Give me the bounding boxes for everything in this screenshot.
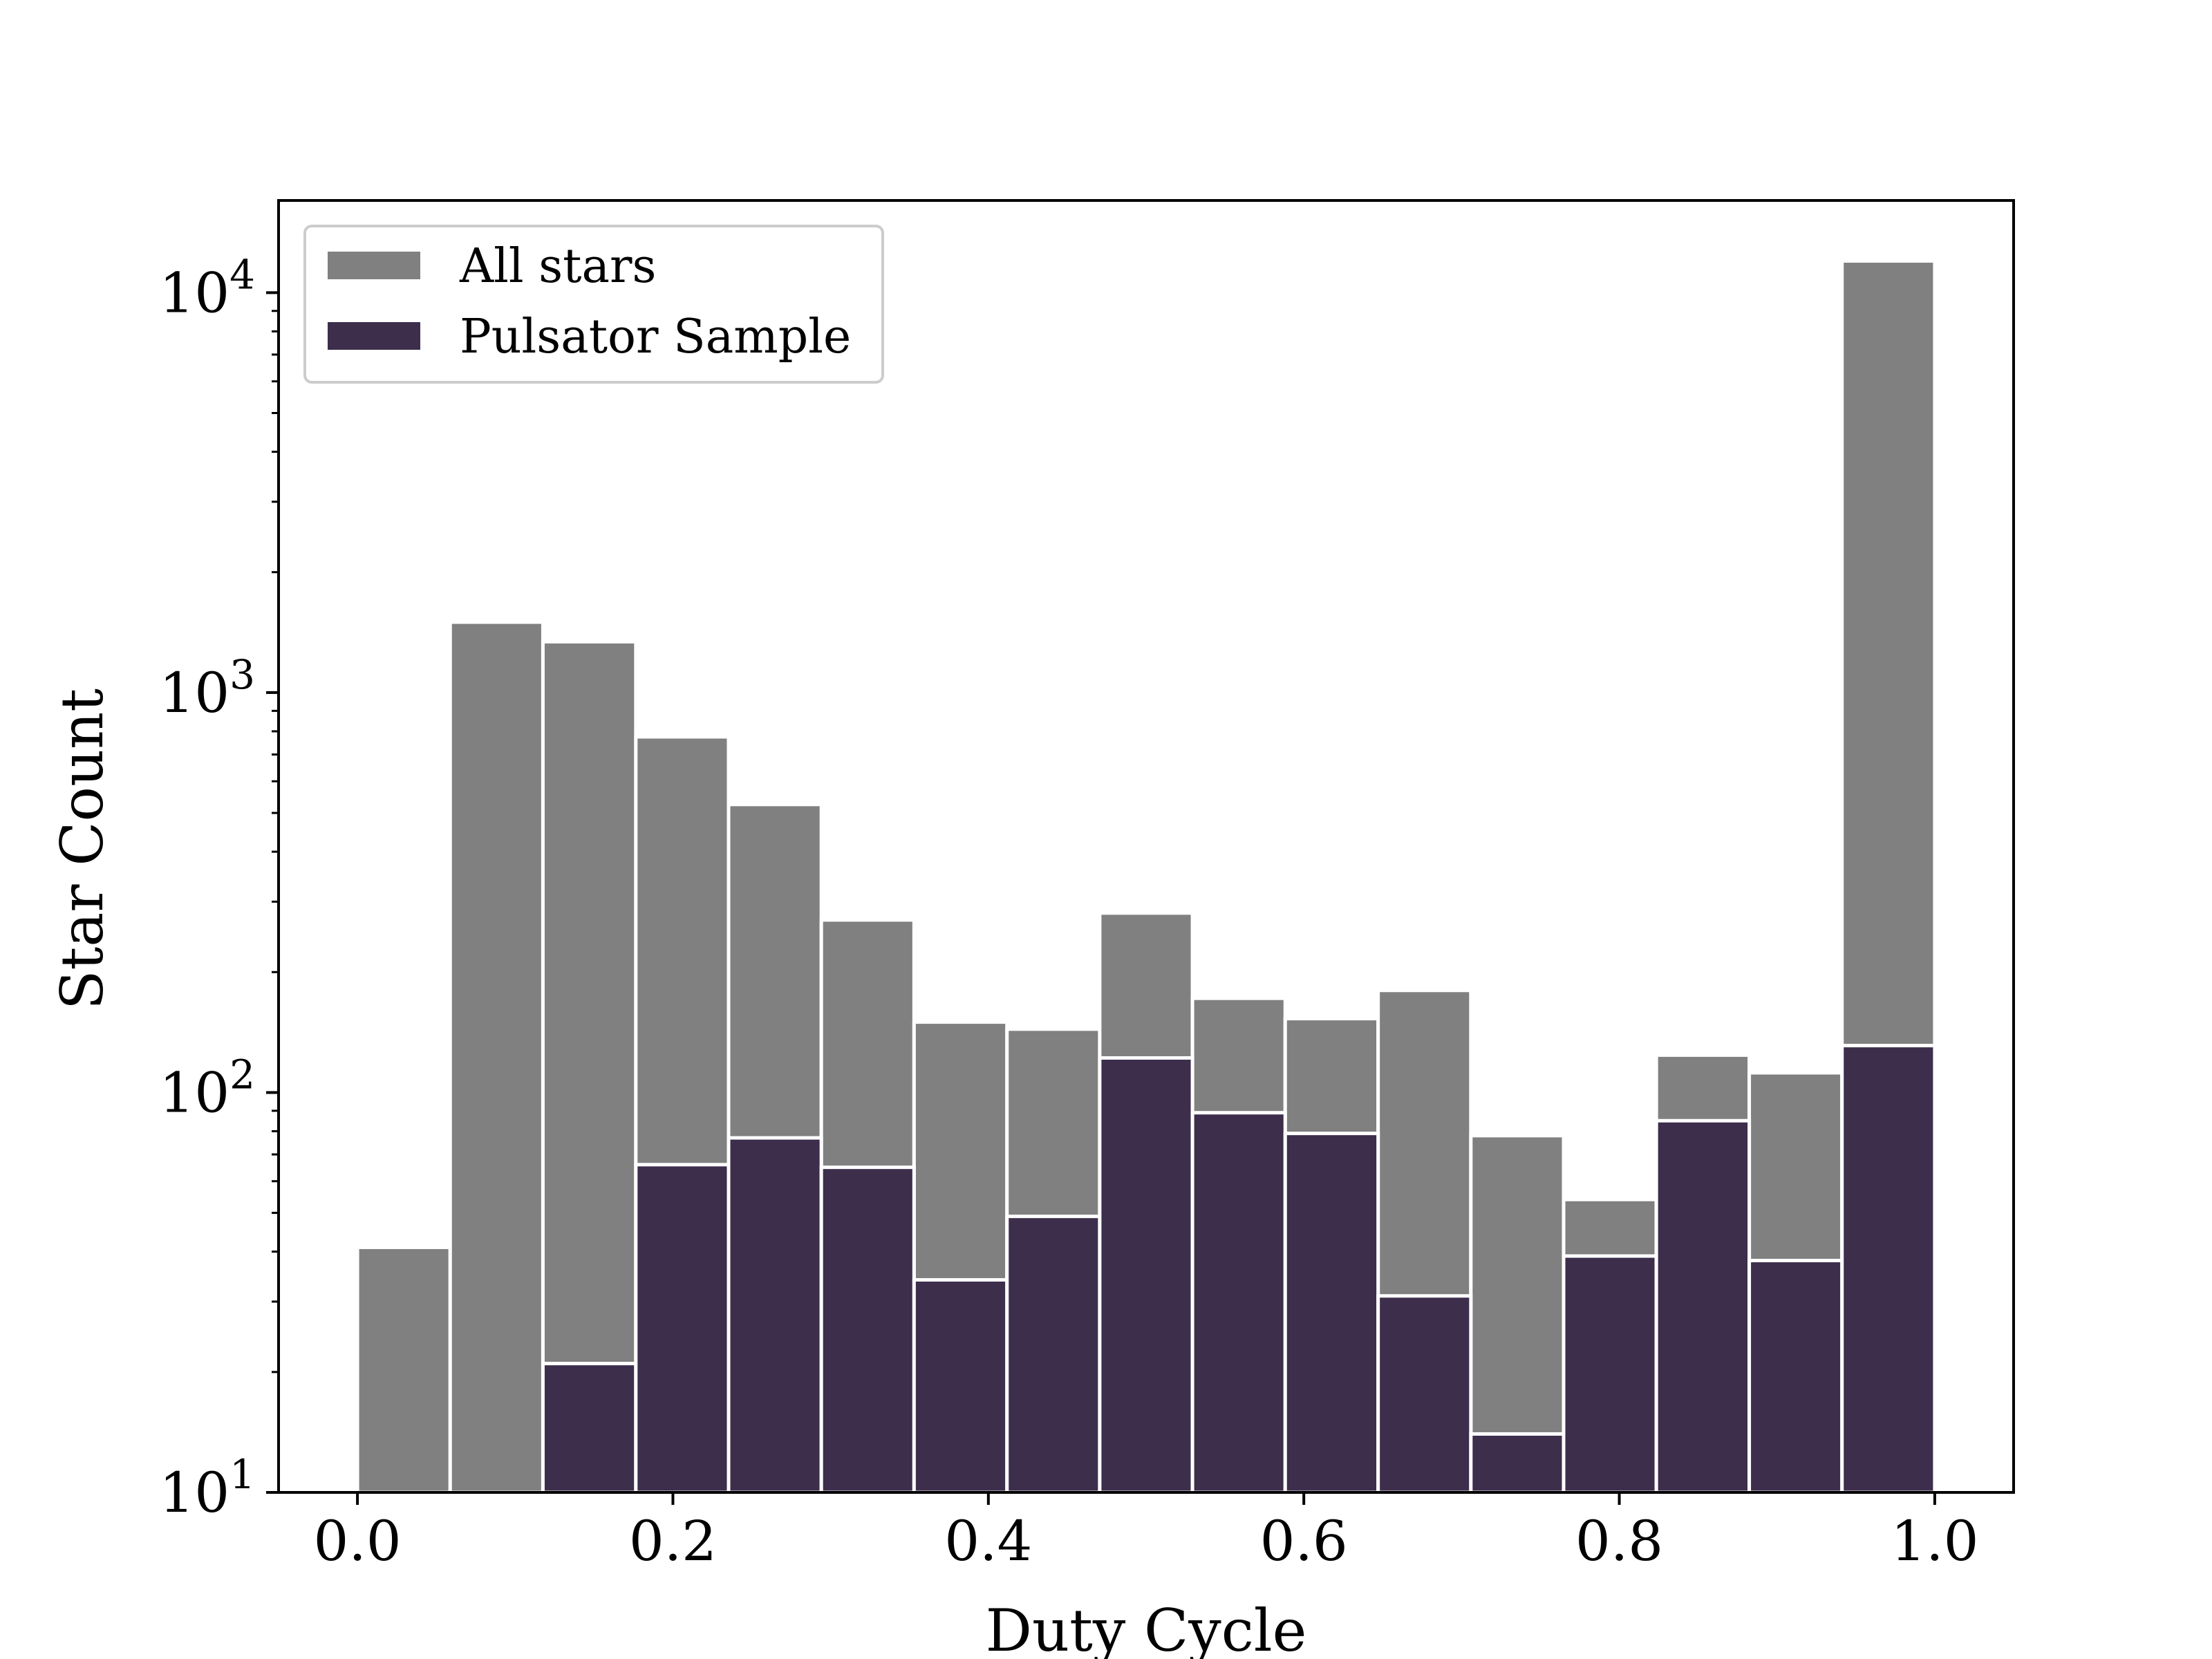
all-stars-bar-0 bbox=[355, 1245, 452, 1494]
bars-layer bbox=[355, 259, 1937, 1494]
plot-frame bbox=[277, 199, 2015, 1494]
legend-swatch-0 bbox=[328, 252, 420, 279]
legend-label-0: All stars bbox=[459, 239, 656, 294]
pulsator-sample-bar-13 bbox=[1562, 1254, 1658, 1494]
axes-layer: 0.0 0.2 0.4 0.6 0.8 1.0 101 102 103 104 bbox=[159, 199, 2015, 1573]
y-tick-label: 104 bbox=[159, 251, 255, 325]
pulsator-sample-bar-5 bbox=[819, 1165, 916, 1494]
pulsator-sample-bar-12 bbox=[1469, 1432, 1566, 1494]
all-stars-bar-1 bbox=[448, 620, 545, 1494]
pulsator-sample-bar-9 bbox=[1190, 1111, 1287, 1494]
x-tick-label: 0.0 bbox=[313, 1509, 401, 1573]
pulsator-sample-bar-8 bbox=[1098, 1056, 1194, 1494]
x-tick-label: 0.8 bbox=[1575, 1509, 1663, 1573]
pulsator-sample-bar-7 bbox=[1005, 1215, 1102, 1494]
all-stars-bar-2 bbox=[541, 639, 638, 1494]
legend-box bbox=[303, 225, 884, 384]
pulsator-sample-bar-11 bbox=[1376, 1294, 1473, 1494]
y-tick-label: 103 bbox=[159, 651, 255, 725]
x-tick-label: 1.0 bbox=[1891, 1509, 1978, 1573]
pulsator-sample-bar-4 bbox=[727, 1136, 823, 1494]
x-tick-label: 0.4 bbox=[944, 1509, 1032, 1573]
legend: All stars Pulsator Sample bbox=[303, 225, 884, 384]
pulsator-sample-bar-10 bbox=[1283, 1132, 1380, 1494]
x-tick-label: 0.6 bbox=[1260, 1509, 1348, 1573]
y-tick-label: 101 bbox=[159, 1451, 255, 1525]
legend-swatch-1 bbox=[328, 322, 420, 350]
pulsator-sample-bar-15 bbox=[1747, 1259, 1844, 1494]
pulsator-sample-bar-2 bbox=[541, 1362, 638, 1494]
pulsator-sample-bar-3 bbox=[634, 1163, 731, 1494]
y-tick-label: 102 bbox=[159, 1051, 255, 1125]
x-axis-label: Duty Cycle bbox=[986, 1597, 1307, 1659]
y-axis-label: Star Count bbox=[48, 688, 116, 1010]
pulsator-sample-bar-14 bbox=[1654, 1118, 1752, 1494]
pulsator-sample-bar-6 bbox=[912, 1278, 1009, 1494]
legend-label-1: Pulsator Sample bbox=[460, 310, 851, 364]
pulsator-sample-bar-16 bbox=[1840, 1044, 1937, 1494]
x-tick-label: 0.2 bbox=[629, 1509, 717, 1573]
